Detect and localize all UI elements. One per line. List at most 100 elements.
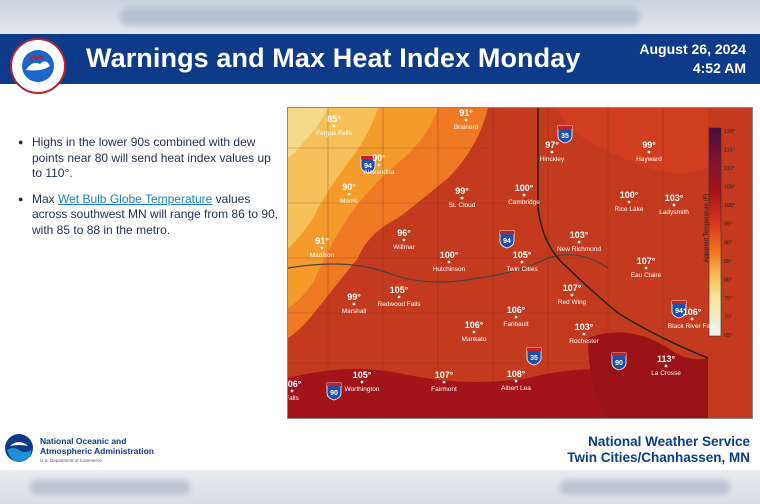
city-marker: 99° Hayward xyxy=(636,140,662,163)
city-marker: 91° Madison xyxy=(310,236,335,259)
city-name: Redwood Falls xyxy=(378,301,422,308)
city-name: Albert Lea xyxy=(501,385,531,392)
shield-number: 94 xyxy=(364,163,372,170)
city-dot xyxy=(464,118,468,122)
city-labels: 85°Fergus Falls91°Brainerd90°Alexandria9… xyxy=(288,108,717,402)
city-marker: 108° Albert Lea xyxy=(501,369,531,392)
cool-region xyxy=(288,108,378,248)
legend-tick-label: 65° xyxy=(724,333,732,339)
noaa-line1: National Oceanic and xyxy=(40,436,127,446)
legend-tick-label: 115° xyxy=(724,148,735,154)
legend-colorbar xyxy=(708,127,722,337)
interstate-shields: 35 94 94 94 35 90 90 xyxy=(326,125,687,401)
city-name: St. Cloud xyxy=(449,202,476,209)
city-name: Black River Falls xyxy=(668,323,717,330)
city-marker: 97° Hinckley xyxy=(540,140,565,163)
city-dot xyxy=(647,150,651,154)
shield-number: 90 xyxy=(330,390,338,397)
bullet-prefix: Max xyxy=(32,191,59,206)
legend-tick-label: 70° xyxy=(724,314,732,320)
city-marker: 105° Redwood Falls xyxy=(378,285,422,308)
city-marker: 90° Morris xyxy=(340,182,359,205)
state-border xyxy=(537,108,709,359)
city-name: La Crosse xyxy=(651,370,681,377)
city-marker: 107° Fairmont xyxy=(431,370,457,393)
city-value: 97° xyxy=(545,140,559,150)
city-dot xyxy=(520,260,524,264)
city-value: 103° xyxy=(570,230,589,240)
city-value: 85° xyxy=(327,114,341,124)
city-dot xyxy=(664,364,668,368)
city-value: 108° xyxy=(507,369,526,379)
city-name: New Richmond xyxy=(557,246,601,253)
bullet-wbgt: Max Wet Bulb Globe Temperature values ac… xyxy=(18,192,280,239)
legend-tick-label: 90° xyxy=(724,240,732,246)
city-marker: 113° La Crosse xyxy=(651,354,681,377)
city-value: 103° xyxy=(575,322,594,332)
coolest-region xyxy=(288,108,328,158)
city-dot xyxy=(402,238,406,242)
city-name: Eau Claire xyxy=(631,272,662,279)
noaa-line3: U.S. Department of Commerce xyxy=(40,458,102,463)
city-marker: 100° Hutchinson xyxy=(433,250,466,273)
nws-logo xyxy=(10,38,66,94)
city-dot xyxy=(550,150,554,154)
city-name: Red Wing xyxy=(558,299,587,306)
city-name: Alexandria xyxy=(364,169,395,176)
nws-line2: Twin Cities/Chanhassen, MN xyxy=(567,450,750,465)
city-value: 106° xyxy=(465,320,484,330)
city-dot xyxy=(460,196,464,200)
wi-north-region xyxy=(558,108,708,173)
shield-number: 35 xyxy=(530,355,538,362)
legend-tick-label: 110° xyxy=(724,166,735,172)
city-marker: 103° Rochester xyxy=(569,322,599,345)
city-name: Fergus Falls xyxy=(316,130,353,137)
city-marker: 106° Falls xyxy=(288,379,302,402)
legend-tick-label: 120° xyxy=(724,129,735,135)
city-value: 103° xyxy=(665,193,684,203)
city-value: 107° xyxy=(637,256,656,266)
city-dot xyxy=(577,240,581,244)
heat-index-map: Apparent Temperature (F) 120° 115° 110° 105… xyxy=(287,107,753,419)
city-name: Rice Lake xyxy=(615,206,644,213)
blurred-text xyxy=(560,480,730,494)
interstate-shield: 90 xyxy=(611,352,627,371)
city-name: Hutchinson xyxy=(433,266,466,273)
header-bar xyxy=(0,34,760,84)
timestamp: August 26, 2024 4:52 AM xyxy=(639,40,746,78)
city-dot xyxy=(472,330,476,334)
nws-line1: National Weather Service xyxy=(588,434,750,449)
wbgt-link[interactable]: Wet Bulb Globe Temperature xyxy=(58,191,213,206)
footer-bar xyxy=(0,428,760,472)
city-dot xyxy=(332,124,336,128)
city-name: Cambridge xyxy=(508,199,540,206)
river-line xyxy=(288,254,609,283)
city-value: 90° xyxy=(342,182,356,192)
legend-tick-label: 85° xyxy=(724,259,732,265)
city-marker: 91° Brainerd xyxy=(454,108,479,131)
city-marker: 99° Marshall xyxy=(342,292,367,315)
city-marker: 99° St. Cloud xyxy=(449,186,476,209)
city-marker: 105° Worthington xyxy=(345,370,380,393)
city-value: 100° xyxy=(515,183,534,193)
city-dot xyxy=(690,317,694,321)
shield-number: 94 xyxy=(503,238,511,245)
noaa-line2: Atmospheric Administration xyxy=(40,446,154,456)
city-value: 99° xyxy=(455,186,469,196)
city-name: Brainerd xyxy=(454,124,479,131)
city-name: Mankato xyxy=(462,336,487,343)
shield-number: 94 xyxy=(675,308,683,315)
interstate-shield: 94 xyxy=(499,230,515,249)
nws-office: National Weather Service Twin Cities/Cha… xyxy=(567,434,750,466)
city-value: 106° xyxy=(683,307,702,317)
legend-tick-label: 80° xyxy=(724,277,732,283)
interstate-shield: 90 xyxy=(326,382,342,401)
noaa-name: National Oceanic and Atmospheric Adminis… xyxy=(40,436,154,466)
city-value: 106° xyxy=(507,305,526,315)
city-dot xyxy=(360,380,364,384)
city-name: Willmar xyxy=(393,244,415,251)
city-value: 105° xyxy=(390,285,409,295)
city-name: Hinckley xyxy=(540,156,565,163)
city-name: Twin Cities xyxy=(506,266,538,273)
city-value: 91° xyxy=(459,108,473,118)
